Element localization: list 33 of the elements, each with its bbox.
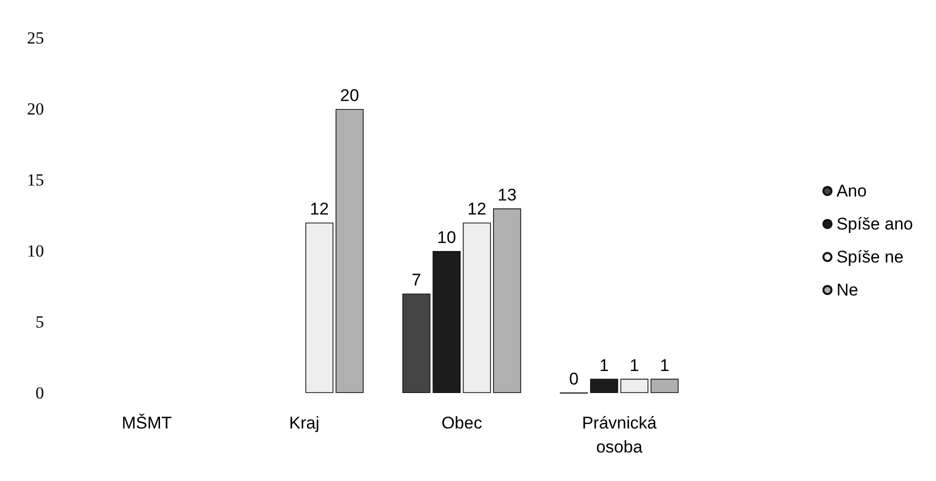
x-tick-label: Právnická osoba xyxy=(582,414,658,456)
x-tick-label: MŠMT xyxy=(122,414,172,432)
bar xyxy=(432,251,461,393)
data-label: 0 xyxy=(569,369,579,388)
legend-label: Spíše ne xyxy=(836,248,904,266)
bar xyxy=(650,378,679,393)
data-label: 20 xyxy=(340,86,360,105)
legend-label: Ano xyxy=(836,182,867,200)
bar xyxy=(305,222,334,393)
data-label: 1 xyxy=(660,356,670,375)
data-label: 10 xyxy=(437,228,456,247)
y-tick-label: 20 xyxy=(27,100,44,118)
bar xyxy=(402,294,430,393)
legend-label: Spíše ano xyxy=(836,214,914,234)
x-tick-label: Obec xyxy=(441,414,483,432)
y-tick-label: 10 xyxy=(27,242,44,260)
bar xyxy=(336,109,364,393)
data-label: 1 xyxy=(599,356,609,375)
data-label: 1 xyxy=(630,356,640,375)
data-label: 7 xyxy=(412,270,422,290)
data-label: 13 xyxy=(498,185,517,204)
y-tick-label: 25 xyxy=(27,28,44,48)
bar xyxy=(620,378,648,393)
data-label: 12 xyxy=(310,200,329,219)
bar xyxy=(462,222,491,393)
data-label: 12 xyxy=(467,200,486,219)
y-tick-label: 15 xyxy=(27,170,44,190)
legend-label: Ne xyxy=(836,280,858,300)
y-tick-label: 5 xyxy=(36,312,44,332)
bar xyxy=(590,378,618,393)
y-tick-label: 0 xyxy=(36,384,44,402)
x-tick-label: Kraj xyxy=(289,414,320,432)
bar xyxy=(493,208,522,393)
